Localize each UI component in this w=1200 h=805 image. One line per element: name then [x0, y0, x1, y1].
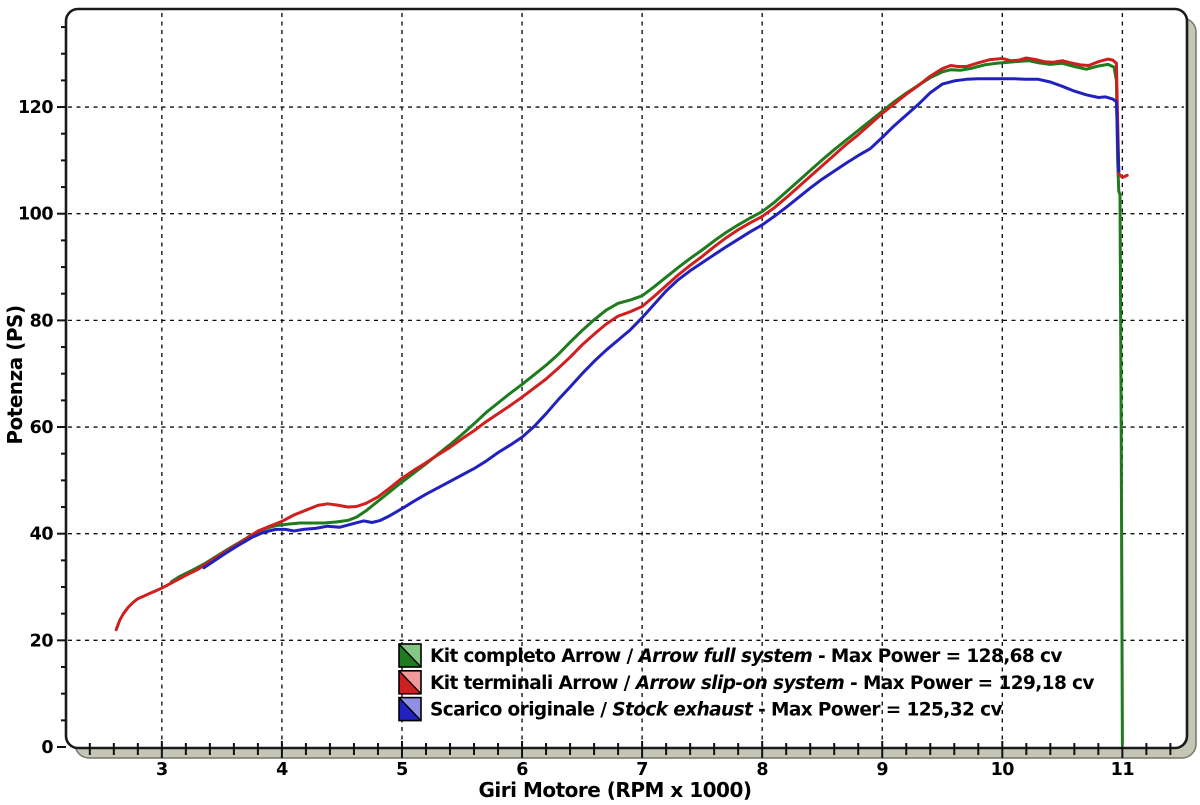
x-tick-label: 7	[636, 760, 648, 780]
x-tick-label: 4	[276, 760, 288, 780]
plot-frame	[64, 7, 1189, 750]
axis-ticks	[57, 26, 1172, 758]
y-axis-title: Potenza (PS)	[3, 305, 27, 444]
legend-label: Kit terminali Arrow / Arrow slip-on syst…	[430, 673, 1094, 694]
series-lines	[114, 56, 1129, 746]
grid-lines	[68, 13, 1184, 746]
y-tick-label: 120	[18, 98, 53, 118]
series-line-2	[202, 77, 1121, 570]
tick-labels: 0 20 40 60 80 100 120 3 4 5 6 7 8 9 10 11	[18, 98, 1135, 780]
legend-item-2: Scarico originale / Stock exhaust - Max …	[398, 696, 1003, 722]
x-axis-title: Giri Motore (RPM x 1000)	[478, 778, 751, 802]
y-tick-label: 80	[30, 311, 54, 331]
legend-item-0: Kit completo Arrow / Arrow full system -…	[398, 643, 1063, 668]
y-tick-label: 20	[30, 631, 54, 651]
y-tick-label: 60	[30, 418, 54, 438]
x-tick-label: 9	[876, 760, 888, 780]
x-tick-label: 5	[396, 760, 408, 780]
legend: Kit completo Arrow / Arrow full system -…	[398, 643, 1095, 722]
x-tick-label: 3	[156, 760, 168, 780]
x-tick-label: 6	[516, 760, 528, 780]
y-tick-label: 100	[18, 205, 53, 225]
x-tick-label: 11	[1111, 760, 1134, 780]
x-tick-label: 8	[756, 760, 768, 780]
y-tick-label: 0	[41, 738, 53, 758]
legend-item-1: Kit terminali Arrow / Arrow slip-on syst…	[398, 669, 1095, 695]
legend-label: Kit completo Arrow / Arrow full system -…	[430, 646, 1062, 667]
legend-label: Scarico originale / Stock exhaust - Max …	[430, 700, 1002, 721]
y-tick-label: 40	[30, 525, 54, 545]
series-line-0	[170, 59, 1124, 746]
x-tick-label: 10	[991, 760, 1015, 780]
series-line-1	[114, 56, 1129, 632]
